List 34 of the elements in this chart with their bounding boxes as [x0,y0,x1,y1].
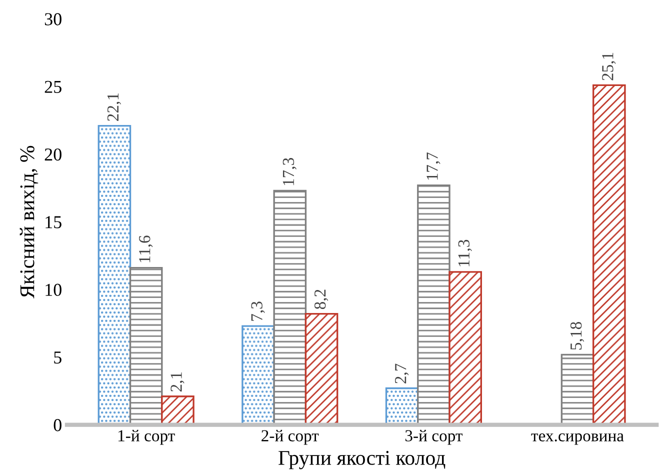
data-label: 7,3 [251,302,265,321]
data-label: 17,7 [426,152,440,180]
y-tick-label: 30 [44,13,62,26]
y-tick-label: 20 [44,148,62,161]
bar [592,84,626,425]
bar [98,124,132,425]
x-axis-title: Групи якості колод [278,450,446,470]
data-label: 11,3 [458,240,472,266]
y-tick-label: 25 [44,80,62,93]
y-tick-label: 5 [54,352,62,364]
x-tick-label: 2-й сорт [262,430,319,445]
data-label: 2,1 [170,372,184,392]
data-label: 22,1 [107,93,122,121]
y-tick-label: 10 [46,284,62,296]
bar [560,354,594,425]
data-label: 8,2 [314,290,328,310]
bar [448,271,482,425]
x-tick-label: 1-й сорт [118,430,175,445]
y-tick-label: 15 [46,216,62,228]
data-label: 17,3 [282,158,296,186]
bar [273,190,307,425]
x-tick-label: 3-й сорт [405,430,462,445]
y-tick-label: 0 [54,419,62,432]
bar [417,184,450,425]
data-label: 25,1 [602,52,616,80]
bar [161,396,194,425]
x-tick-label: тех.сировина [531,433,624,445]
bar [304,313,338,425]
data-label: 5,18 [570,322,584,350]
data-label: 2,7 [395,364,409,384]
data-label: 11,6 [139,236,153,262]
bar [242,325,275,425]
y-axis-title: Якісний вихід, % [20,146,38,298]
bar [129,267,163,425]
